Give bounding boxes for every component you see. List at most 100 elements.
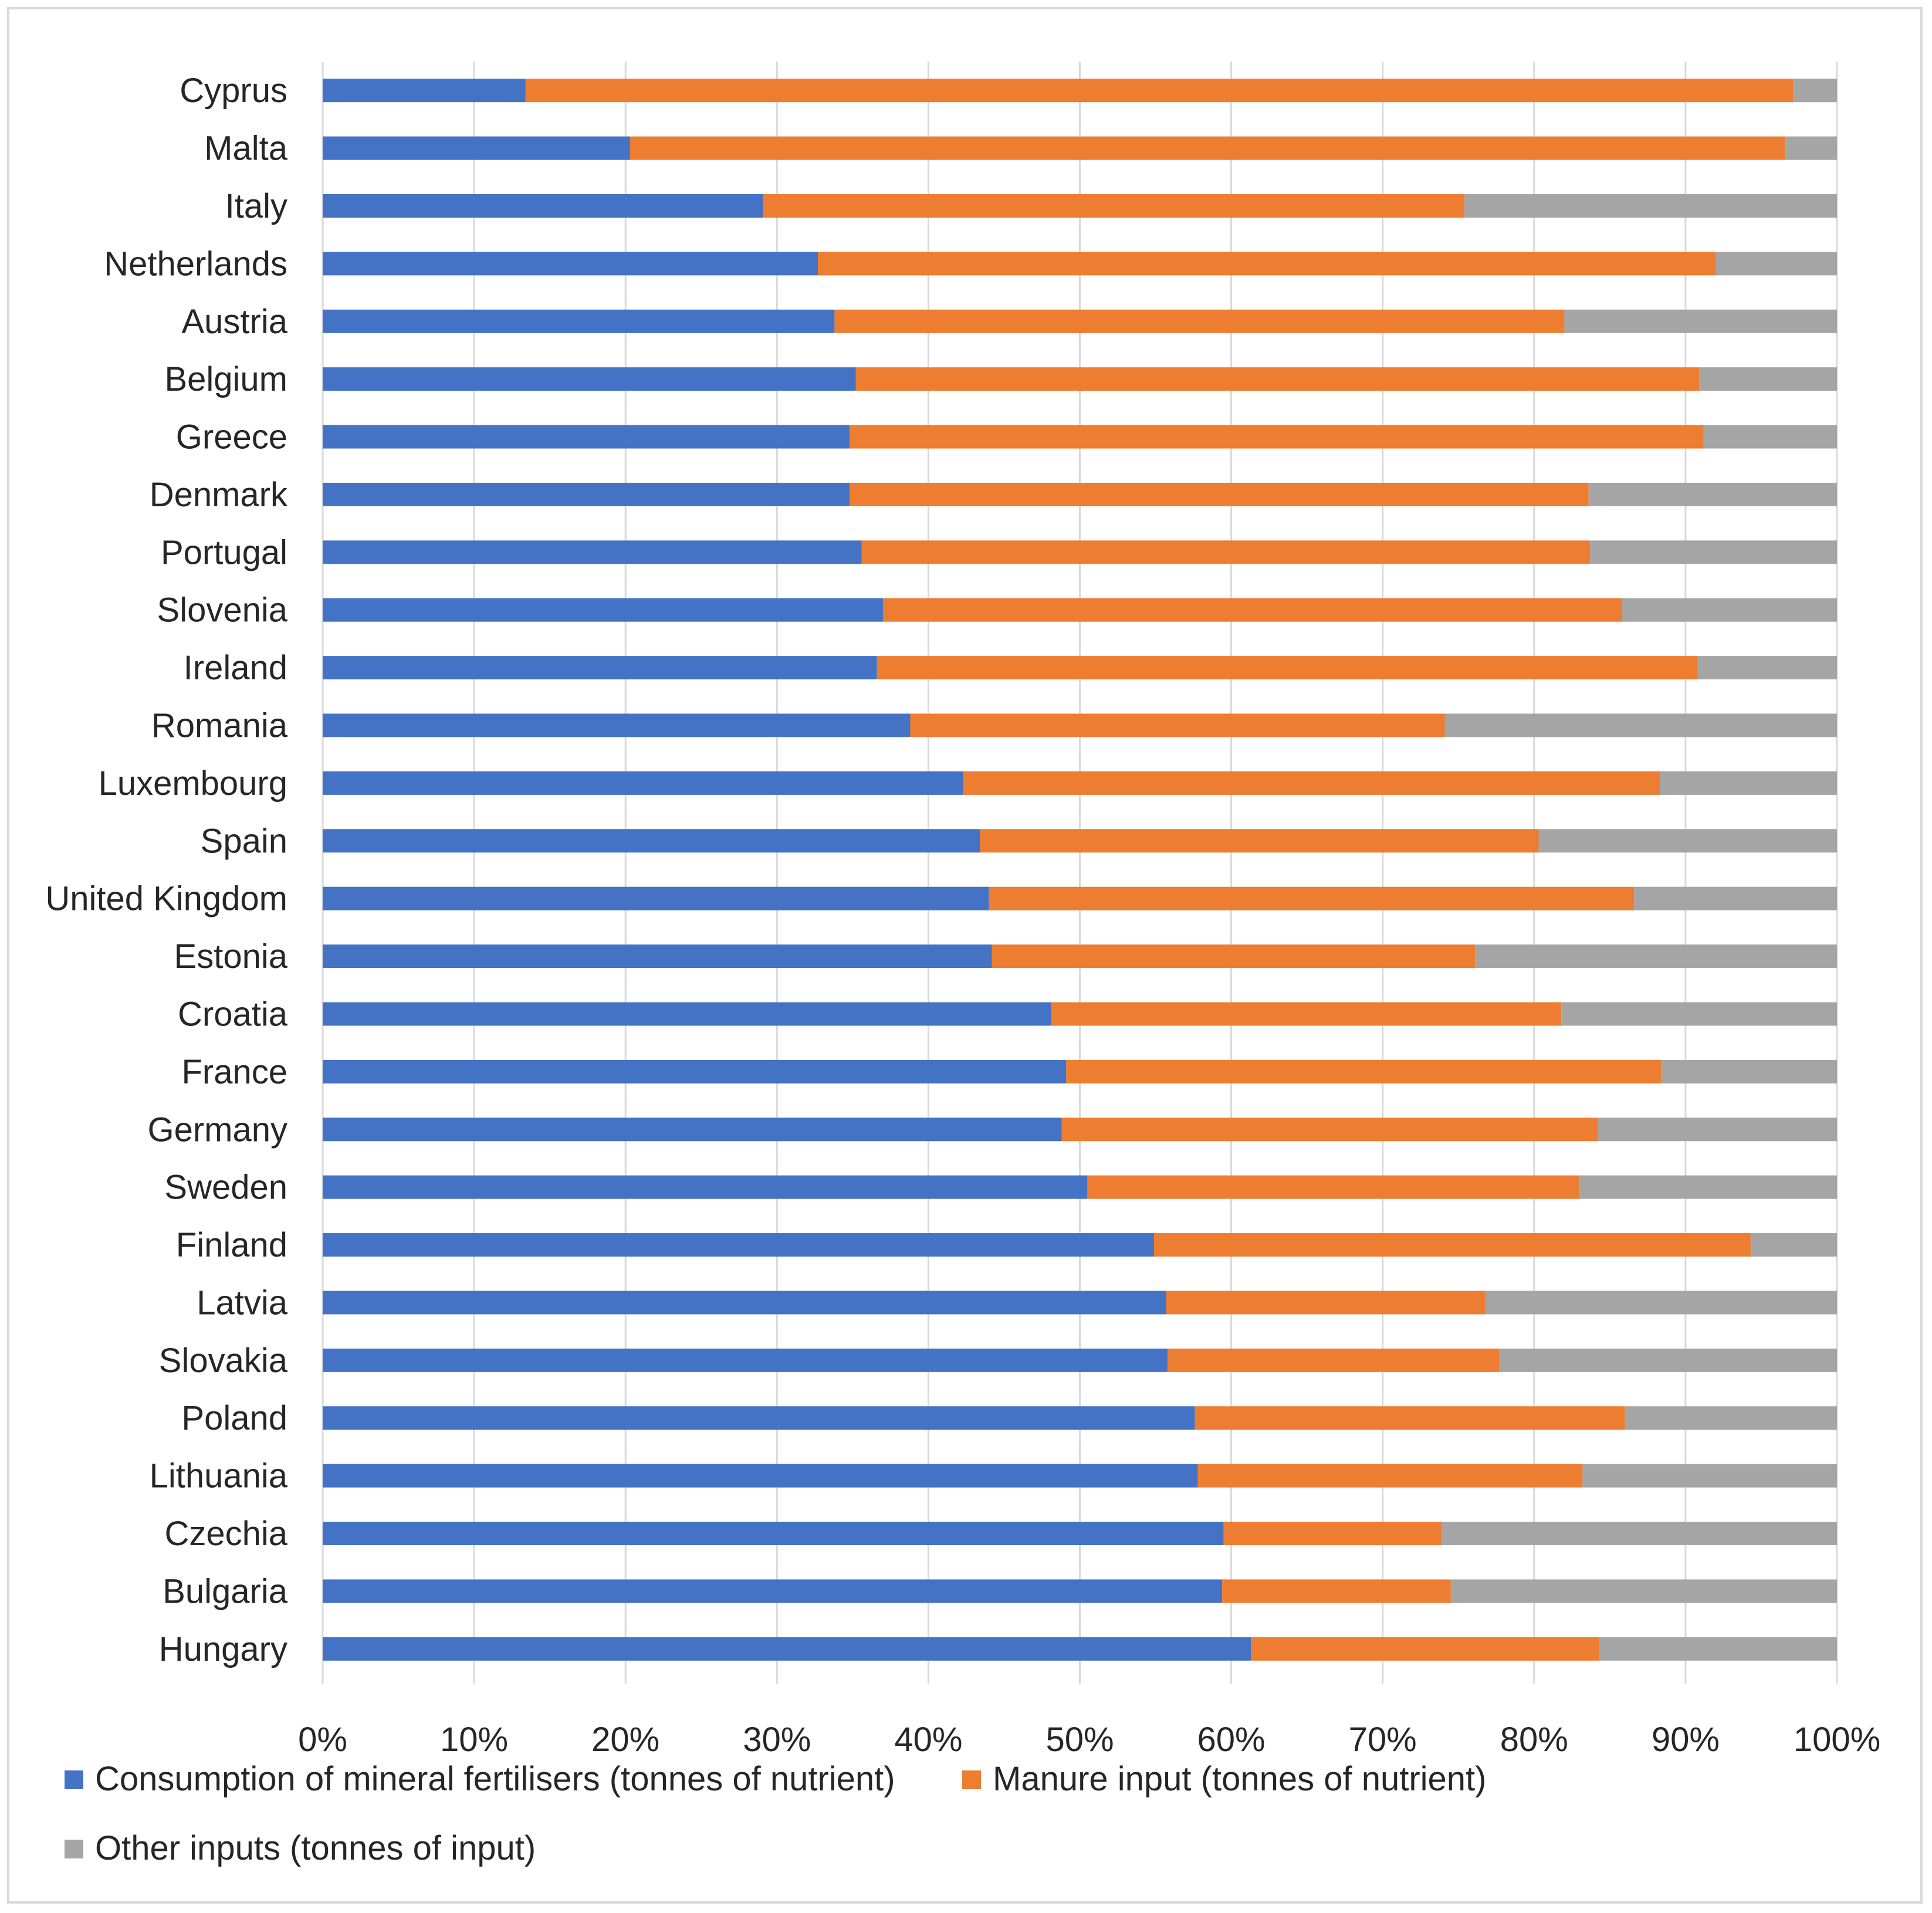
bar-segment [1051,1002,1562,1026]
bar-segment [1590,540,1837,564]
bar-segment [323,771,963,795]
bar-segment [1582,1464,1837,1488]
bar-segment [850,425,1704,449]
category-label: Luxembourg [99,764,287,803]
bar-segment [323,1002,1051,1026]
bar-segment [1464,194,1837,218]
category-label: Czechia [164,1515,287,1553]
bar-segment [1661,1059,1837,1084]
bar-segment [882,598,1622,622]
x-tick-label: 30% [743,1721,811,1759]
bar-segment [1703,425,1837,449]
category-label: Slovenia [157,591,288,629]
bar-segment [980,829,1539,853]
bar-segment [323,1118,1062,1142]
bar-segment [323,540,862,564]
bar-segment [1579,1175,1837,1199]
bar-segment [1222,1579,1451,1603]
bar-segment [1750,1233,1837,1257]
bar-segment [1195,1406,1625,1430]
x-tick-label: 70% [1349,1721,1417,1759]
bar-segment [1785,136,1837,160]
bar-segment [323,1348,1168,1372]
bar-segment [323,136,630,160]
bar-segment [1168,1348,1500,1372]
gridlines [322,62,1838,1684]
bar-segment [323,656,877,680]
legend-swatch [962,1770,981,1789]
bar-segment [323,944,992,969]
bar-segment [1716,252,1837,276]
bar-segment [323,309,835,333]
bar-segment [1660,771,1837,795]
bar-segment [1087,1175,1580,1199]
bar-segment [1166,1291,1486,1315]
bar-segment [1153,1233,1751,1257]
category-label: Malta [204,130,288,168]
bar-segment [850,482,1589,506]
legend-swatch [65,1840,83,1858]
category-label: Netherlands [104,245,287,283]
category-label: Greece [176,418,287,456]
bar-segment [1625,1406,1837,1430]
bar-segment [1538,829,1837,853]
category-label: Belgium [164,360,287,398]
category-labels: Cyprus Malta Italy Netherlands Austria Belgiu… [45,72,288,1668]
category-label: Denmark [150,476,288,514]
bar-segment [1223,1522,1442,1546]
bar-segment [323,1579,1223,1603]
bar-segment [323,367,856,391]
bar-segment [323,252,818,276]
bar-segment [1066,1059,1662,1084]
bar-segment [630,136,1786,160]
bar-segment [323,1406,1195,1430]
bar-segment [525,79,1794,103]
legend-label: Manure input (tonnes of nutrient) [993,1760,1486,1798]
legend-label: Other inputs (tonnes of input) [95,1829,536,1867]
bar-segment [1561,1002,1837,1026]
legend: Consumption of mineral fertilisers (tonn… [65,1760,1486,1867]
bar-segment [323,79,526,103]
x-tick-label: 40% [894,1721,962,1759]
legend-swatch [65,1770,83,1789]
bar-segment [323,886,989,910]
bar-segment [323,425,850,449]
x-tick-label: 100% [1794,1721,1880,1759]
category-label: Croatia [178,995,288,1033]
bar-segment [323,713,911,737]
bar-segment [323,194,764,218]
x-tick-label: 50% [1045,1721,1114,1759]
category-label: Germany [147,1110,287,1149]
bar-segment [323,1522,1224,1546]
bar-segment [763,194,1465,218]
x-tick-label: 20% [591,1721,659,1759]
category-label: Spain [201,822,287,860]
bar-segment [323,1291,1166,1315]
bar-segment [1486,1291,1837,1315]
bar-segment [1599,1637,1837,1661]
legend-label: Consumption of mineral fertilisers (tonn… [95,1760,895,1798]
bar-segment [817,252,1716,276]
bar-segment [963,771,1660,795]
x-tick-label: 10% [440,1721,508,1759]
bar-segment [323,829,980,853]
category-label: Ireland [184,649,287,687]
category-label: Sweden [164,1169,287,1207]
bar-segment [1061,1118,1598,1142]
category-label: Austria [181,303,287,341]
bar-segment [1564,309,1837,333]
bar-segment [855,367,1700,391]
category-label: Lithuania [150,1457,288,1495]
category-label: Cyprus [180,72,287,110]
category-label: Romania [151,707,288,745]
x-tick-label: 0% [298,1721,347,1759]
category-label: France [181,1053,287,1091]
bar-segment [1598,1118,1837,1142]
bar-segment [1444,713,1837,737]
category-label: Portugal [161,533,287,571]
bar-segment [910,713,1445,737]
bar-segment [1442,1522,1837,1546]
bar-segment [1251,1637,1599,1661]
bar-segment [1699,367,1837,391]
